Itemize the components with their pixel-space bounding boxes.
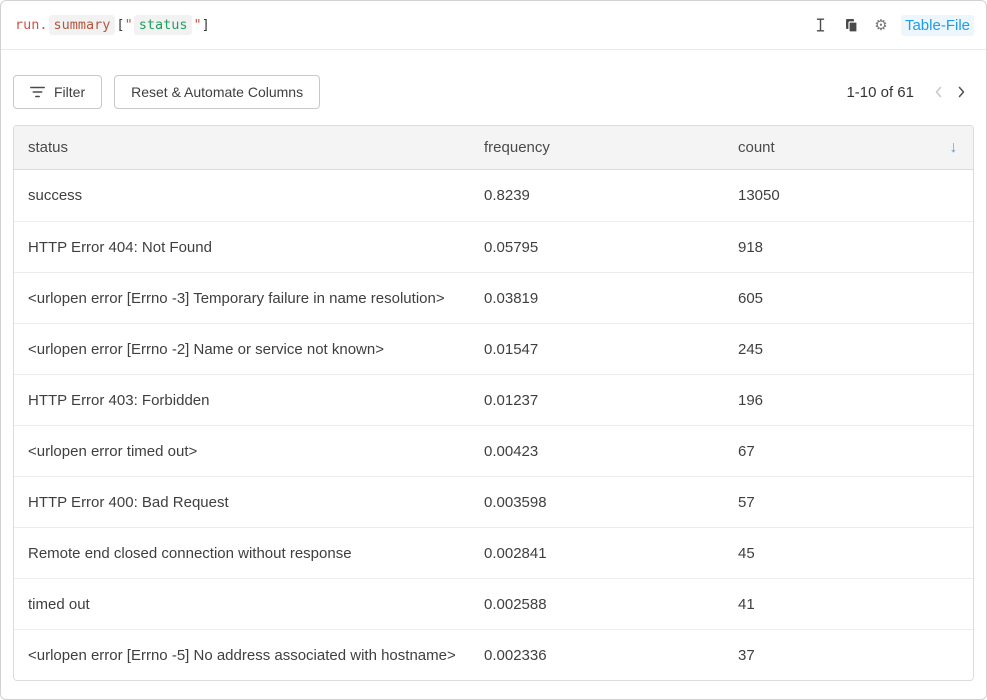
status-cell: HTTP Error 403: Forbidden <box>28 391 210 409</box>
status-cell: <urlopen error [Errno -5] No address ass… <box>28 646 456 664</box>
frequency-cell: 0.003598 <box>484 493 547 511</box>
table-row[interactable]: <urlopen error [Errno -3] Temporary fail… <box>14 272 973 323</box>
toolbar: Filter Reset & Automate Columns 1-10 of … <box>1 50 986 109</box>
table-row[interactable]: Remote end closed connection without res… <box>14 527 973 578</box>
count-cell: 41 <box>738 595 755 613</box>
count-cell: 57 <box>738 493 755 511</box>
code-token-quote: " <box>193 17 202 33</box>
table-row[interactable]: timed out 0.002588 41 <box>14 578 973 629</box>
table-row[interactable]: HTTP Error 403: Forbidden 0.01237 196 <box>14 374 973 425</box>
frequency-cell: 0.05795 <box>484 238 539 256</box>
table-row[interactable]: <urlopen error [Errno -2] Name or servic… <box>14 323 973 374</box>
status-cell: HTTP Error 404: Not Found <box>28 238 212 256</box>
code-token-quote: " <box>124 17 133 33</box>
code-expression[interactable]: run. summary[" status "] <box>15 15 811 35</box>
status-cell: timed out <box>28 595 90 613</box>
frequency-cell: 0.01547 <box>484 340 539 358</box>
code-bar: run. summary[" status "] ⚙ Table-File <box>1 1 986 50</box>
copy-icon[interactable] <box>841 15 861 35</box>
column-header-frequency[interactable]: frequency <box>484 139 550 156</box>
status-cell: HTTP Error 400: Bad Request <box>28 493 229 511</box>
table-row[interactable]: <urlopen error [Errno -5] No address ass… <box>14 629 973 680</box>
count-cell: 13050 <box>738 187 780 204</box>
frequency-cell: 0.002588 <box>484 595 547 613</box>
pagination-range: 1-10 of 61 <box>846 83 914 101</box>
count-cell: 918 <box>738 238 764 256</box>
filter-button[interactable]: Filter <box>13 75 103 109</box>
reset-automate-columns-button[interactable]: Reset & Automate Columns <box>114 75 321 109</box>
status-cell: <urlopen error [Errno -3] Temporary fail… <box>28 289 445 307</box>
filter-icon <box>30 86 45 98</box>
code-token-keyword: run. <box>15 17 48 33</box>
column-header-status[interactable]: status <box>28 139 69 156</box>
table-row[interactable]: HTTP Error 400: Bad Request 0.003598 57 <box>14 476 973 527</box>
code-token-bracket: ] <box>201 17 210 33</box>
filter-button-label: Filter <box>54 84 86 100</box>
count-cell: 45 <box>738 544 755 562</box>
frequency-cell: 0.03819 <box>484 289 539 307</box>
sort-descending-icon[interactable]: ↓ <box>949 138 958 156</box>
frequency-cell: 0.002336 <box>484 646 547 664</box>
count-cell: 196 <box>738 391 764 409</box>
table-row[interactable]: success 0.8239 13050 <box>14 170 973 221</box>
frequency-cell: 0.01237 <box>484 391 539 409</box>
column-header-count[interactable]: count <box>738 139 775 156</box>
reset-automate-columns-label: Reset & Automate Columns <box>131 84 304 100</box>
count-cell: 245 <box>738 340 764 358</box>
previous-page-button[interactable] <box>928 81 950 103</box>
table-row[interactable]: <urlopen error timed out> 0.00423 67 <box>14 425 973 476</box>
count-cell: 67 <box>738 442 755 460</box>
frequency-cell: 0.00423 <box>484 442 539 460</box>
panel-type-link[interactable]: Table-File <box>900 14 974 36</box>
gear-icon[interactable]: ⚙ <box>874 16 888 34</box>
data-table: status frequency count ↓ success 0.8239 … <box>13 125 974 681</box>
count-cell: 605 <box>738 289 764 307</box>
status-cell: <urlopen error [Errno -2] Name or servic… <box>28 340 384 358</box>
frequency-cell: 0.8239 <box>484 187 530 204</box>
code-token-string: status <box>133 15 193 35</box>
frequency-cell: 0.002841 <box>484 544 547 562</box>
code-token-property: summary <box>48 15 116 35</box>
next-page-button[interactable] <box>950 81 972 103</box>
table-body: success 0.8239 13050 HTTP Error 404: Not… <box>14 170 973 680</box>
code-token-bracket: [ <box>116 17 125 33</box>
sort-column[interactable]: ↓ <box>934 138 973 156</box>
status-cell: success <box>28 187 83 204</box>
table-header: status frequency count ↓ <box>14 126 973 170</box>
text-cursor-icon[interactable] <box>811 15 831 35</box>
table-row[interactable]: HTTP Error 404: Not Found 0.05795 918 <box>14 221 973 272</box>
count-cell: 37 <box>738 646 755 664</box>
status-cell: <urlopen error timed out> <box>28 442 198 460</box>
status-cell: Remote end closed connection without res… <box>28 544 352 562</box>
code-actions: ⚙ Table-File <box>811 14 974 36</box>
